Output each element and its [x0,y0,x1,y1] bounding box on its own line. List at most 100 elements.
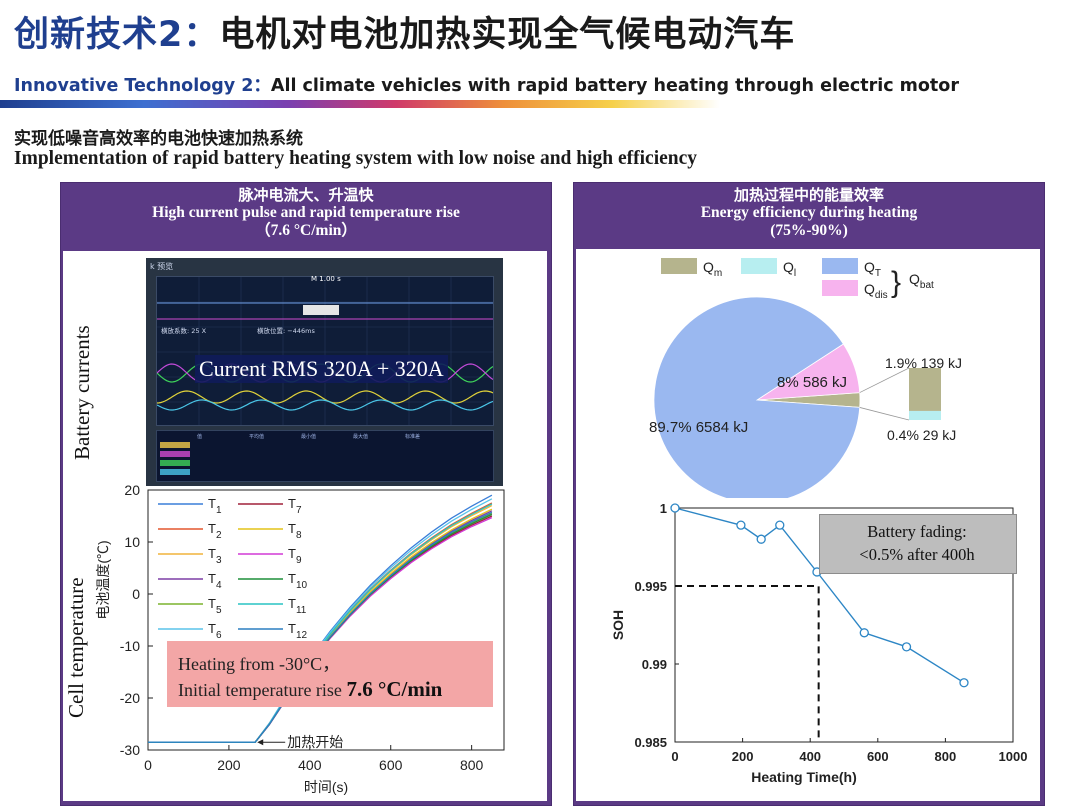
osc-table-header: 最大值 [353,434,369,440]
temp-legend-label: T10 [288,571,308,591]
left-panel-header-rate: （7.6 °C/min） [255,222,357,240]
osc-table-row-swatch [160,442,190,448]
pie-slice-qt [653,296,861,498]
temp-ytick-label: 10 [124,534,140,550]
osc-table-header: 标准差 [405,434,421,440]
left-panel-header-en: High current pulse and rapid temperature… [152,204,460,222]
title-cn-part-a: 创新技术 [14,15,159,55]
temp-ytick-label: -30 [120,742,140,758]
subtitle-chinese: 实现低噪音高效率的电池快速加热系统 [14,129,303,149]
heating-note-rate: 7.6 °C/min [346,677,443,701]
battery-fading-line2: <0.5% after 400h [859,545,975,564]
pie-label-qdis: 8% 586 kJ [777,374,847,391]
right-panel-header-en: Energy efficiency during heating [700,204,918,222]
osc-zoom-window [303,305,339,315]
temp-legend-label: T11 [288,596,307,616]
soh-ytick-label: 0.995 [634,579,667,594]
osc-preview-label: k 预览 [150,262,174,271]
pie-label-ql: 0.4% 29 kJ [887,427,956,443]
title-cn-part-b: 电机对电池加热实现全气候电动汽车 [219,15,796,55]
soh-xtick-label: 800 [935,749,957,764]
right-panel-header: 加热过程中的能量效率 Energy efficiency during heat… [574,186,1044,240]
soh-ylabel: SOH [610,610,626,640]
soh-xtick-label: 0 [671,749,678,764]
soh-xtick-label: 400 [799,749,821,764]
pie-label-qt: 89.7% 6584 kJ [649,419,748,436]
osc-screen: M 1.00 s 横放系数: 25 X 横放位置: −446ms Current… [156,275,494,426]
title-cn-number: 2： [158,15,220,55]
pie-connector [859,367,910,393]
heating-note-line2-text: Initial temperature rise [178,680,347,700]
pie-connector [859,407,910,421]
temp-legend-label: T1 [208,496,222,516]
left-panel-header-cn: 脉冲电流大、升温快 [238,186,374,204]
pie-legend-label: Qdis [864,281,888,301]
osc-table-header: 平均值 [249,434,265,440]
pie-bar-ql [909,410,941,420]
right-panel-header-range: (75%-90%) [770,222,848,240]
osc-table-row-swatch [160,460,190,466]
temp-legend-label: T12 [288,621,308,641]
soh-xtick-label: 200 [732,749,754,764]
pie-legend-group-label: Qbat [909,271,934,291]
soh-xtick-label: 600 [867,749,889,764]
temp-ytick-label: -20 [120,690,140,706]
temp-legend-label: T6 [208,621,222,641]
subtitle-english: Implementation of rapid battery heating … [14,148,698,169]
soh-data-point [775,520,785,530]
osc-position: 横放位置: −446ms [257,327,315,335]
osc-table-header: 值 [197,434,203,440]
pie-legend-label: QT [864,259,881,279]
pie-legend-brace: } [891,266,901,299]
temp-annotation-label: 加热开始 [287,734,343,750]
page-title-english: Innovative Technology 2：All climate vehi… [14,72,959,97]
soh-data-point [959,678,969,688]
temp-xtick-label: 200 [217,757,241,773]
title-en-part-a: Innovative Technology 2： [14,76,271,96]
temp-annotation-arrowhead [257,739,264,746]
title-en-part-b: All climate vehicles with rapid battery … [270,76,959,96]
soh-data-point [756,534,766,544]
temp-xlabel: 时间(s) [304,779,348,795]
temp-ytick-label: -10 [120,638,140,654]
battery-fading-box [819,514,1017,574]
temp-legend-label: T3 [208,546,222,566]
temp-legend-label: T4 [208,571,222,591]
soh-xtick-label: 1000 [999,749,1028,764]
soh-data-point [670,503,680,513]
temp-legend-label: T2 [208,521,222,541]
rainbow-divider [0,100,720,108]
temp-xtick-label: 0 [144,757,152,773]
page-title: 创新技术2：电机对电池加热实现全气候电动汽车 [14,6,795,57]
temp-legend-label: T8 [288,521,302,541]
pie-legend-swatch [822,280,858,296]
pie-legend-swatch [741,258,777,274]
soh-ytick-label: 1 [660,501,667,516]
soh-data-point [736,520,746,530]
heating-note-line1: Heating from -30°C， [178,654,341,674]
pie-legend-swatch [661,258,697,274]
temp-ytick-label: 20 [124,482,140,498]
temp-series-line [148,511,493,743]
osc-table-row-swatch [160,469,190,475]
pie-legend-label: Ql [783,259,796,279]
cell-temperature-label: Cell temperature [64,577,88,718]
temp-ytick-label: 0 [132,586,140,602]
left-panel-header: 脉冲电流大、升温快 High current pulse and rapid t… [61,186,551,240]
pie-legend-swatch [822,258,858,274]
temp-ylabel: 电池温度(℃) [95,540,111,619]
osc-table-header: 最小值 [301,434,317,440]
right-panel-header-cn: 加热过程中的能量效率 [733,186,884,204]
osc-measurement-table: 值 平均值 最小值 最大值 标准差 [156,430,494,482]
heating-note-line2: Initial temperature rise 7.6 °C/min [178,677,442,702]
osc-table-row-swatch [160,451,190,457]
temp-legend-label: T5 [208,596,222,616]
temp-legend-label: T7 [288,496,302,516]
soh-ytick-label: 0.99 [642,657,667,672]
soh-data-point [901,642,912,652]
pie-label-qm: 1.9% 139 kJ [885,355,962,371]
battery-currents-label: Battery currents [70,325,94,460]
osc-waveforms [156,277,494,425]
heating-note-box [167,641,493,707]
temp-xtick-label: 600 [379,757,403,773]
